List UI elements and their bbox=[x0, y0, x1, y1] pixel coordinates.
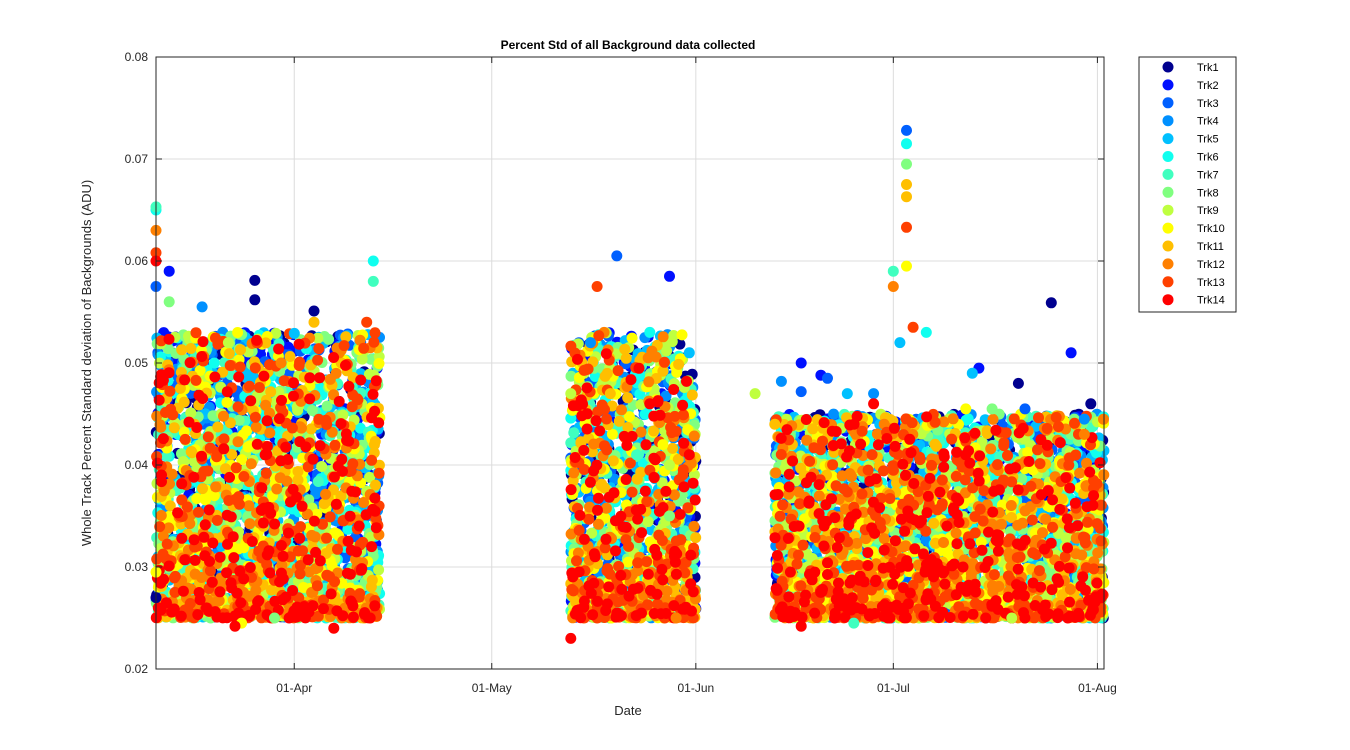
point-trk4 bbox=[660, 390, 672, 402]
data-points bbox=[150, 124, 1110, 644]
point-trk8 bbox=[323, 333, 335, 345]
point-trk4 bbox=[828, 408, 840, 420]
point-trk4 bbox=[609, 473, 620, 485]
point-trk7 bbox=[568, 427, 580, 439]
point-trk7 bbox=[312, 476, 324, 487]
point-trk8 bbox=[306, 405, 318, 416]
point-trk9 bbox=[373, 564, 385, 576]
